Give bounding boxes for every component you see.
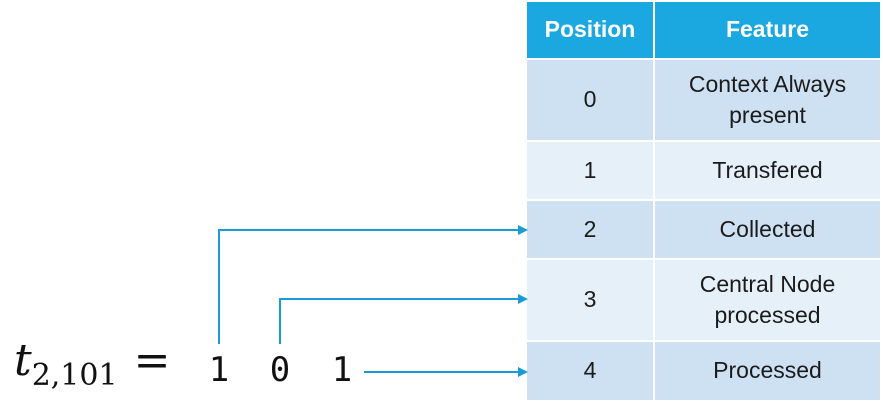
feature-cell: Central Node processed	[655, 260, 880, 340]
feature-table: Position Feature 0 Context Always presen…	[527, 2, 880, 400]
table-row: 1 Transfered	[527, 142, 880, 201]
feature-cell: Context Always present	[655, 60, 880, 140]
formula-equals: =	[133, 335, 171, 386]
header-position: Position	[527, 2, 655, 58]
bit-value: 1	[331, 350, 353, 390]
table-row: 3 Central Node processed	[527, 260, 880, 342]
formula-subscript: 2,101	[31, 358, 118, 393]
position-cell: 1	[527, 142, 655, 199]
formula-symbol: t	[14, 335, 32, 386]
position-cell: 0	[527, 60, 655, 140]
arrow-bit-to-central-node	[279, 294, 528, 344]
bit-value: 1	[208, 350, 230, 390]
feature-cell: Processed	[655, 342, 880, 400]
position-cell: 2	[527, 201, 655, 258]
table-row: 2 Collected	[527, 201, 880, 260]
table-row: 0 Context Always present	[527, 60, 880, 142]
formula-label: t2,101 =	[14, 335, 170, 393]
table-row: 4 Processed	[527, 342, 880, 400]
arrow-bit-to-collected	[218, 225, 528, 344]
position-cell: 4	[527, 342, 655, 400]
feature-cell: Collected	[655, 201, 880, 258]
position-cell: 3	[527, 260, 655, 340]
header-feature: Feature	[655, 2, 880, 58]
table-header-row: Position Feature	[527, 2, 880, 60]
bit-value: 0	[269, 350, 291, 390]
feature-cell: Transfered	[655, 142, 880, 199]
